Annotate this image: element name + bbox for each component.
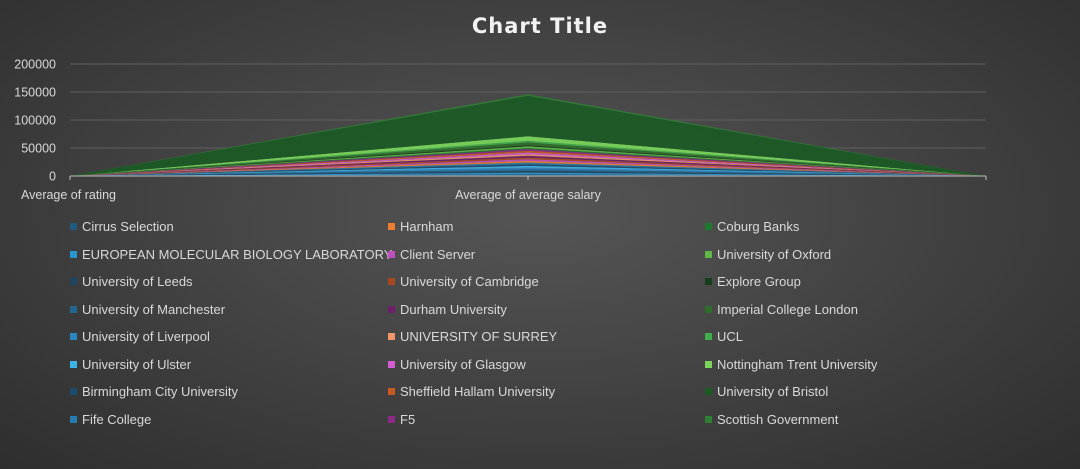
- axes: 0 50000 100000 150000 200000 Average of ratin…: [14, 58, 987, 202]
- legend-label: Imperial College London: [717, 301, 858, 317]
- legend-label: University of Ulster: [82, 356, 192, 372]
- legend-swatch: [70, 360, 77, 368]
- legend-swatch: [705, 360, 712, 368]
- chart-title: Chart Title: [471, 14, 609, 38]
- legend-item[interactable]: University of Leeds: [70, 274, 193, 289]
- legend-item[interactable]: Harnham: [388, 219, 453, 234]
- legend-label: University of Liverpool: [82, 329, 210, 344]
- legend-swatch: [388, 388, 395, 395]
- legend-item[interactable]: Cirrus Selection: [70, 219, 174, 234]
- legend-label: Fife College: [82, 411, 152, 427]
- legend-swatch: [70, 250, 77, 258]
- legend-swatch: [70, 388, 77, 395]
- legend-label: Birmingham City University: [82, 384, 239, 399]
- legend-swatch: [70, 278, 77, 285]
- series-area: [70, 169, 986, 176]
- legend-label: Durham University: [400, 301, 507, 317]
- y-tick-label: 200000: [14, 58, 56, 72]
- legend-label: Scottish Government: [717, 411, 839, 427]
- y-tick-label: 150000: [14, 86, 56, 100]
- legend-item[interactable]: University of Cambridge: [388, 274, 539, 289]
- legend-swatch: [388, 415, 395, 423]
- legend-item[interactable]: Imperial College London: [705, 302, 858, 317]
- legend-swatch: [388, 305, 395, 313]
- legend-swatch: [705, 223, 712, 230]
- legend-item[interactable]: University of Bristol: [705, 384, 828, 399]
- y-tick-label: 0: [49, 170, 56, 184]
- legend-label: Explore Group: [717, 274, 801, 289]
- legend-item[interactable]: Scottish Government: [705, 412, 838, 427]
- y-tick-label: 100000: [14, 114, 56, 128]
- legend-item[interactable]: Client Server: [388, 247, 475, 262]
- legend-swatch: [388, 250, 395, 258]
- legend-label: Client Server: [400, 246, 476, 262]
- legend-item[interactable]: UNIVERSITY OF SURREY: [388, 329, 557, 344]
- series-area: [70, 167, 986, 176]
- legend-item[interactable]: Fife College: [70, 412, 151, 427]
- legend-item[interactable]: University of Ulster: [70, 357, 191, 372]
- legend-item[interactable]: Birmingham City University: [70, 384, 238, 399]
- legend-label: Coburg Banks: [717, 219, 800, 234]
- legend-item[interactable]: EUROPEAN MOLECULAR BIOLOGY LABORATORY: [70, 247, 392, 262]
- legend-label: Nottingham Trent University: [717, 356, 878, 372]
- legend-swatch: [705, 305, 712, 313]
- legend-item[interactable]: Coburg Banks: [705, 219, 799, 234]
- legend-label: Sheffield Hallam University: [400, 384, 556, 399]
- legend-swatch: [388, 333, 395, 340]
- legend-item[interactable]: University of Manchester: [70, 302, 225, 317]
- legend-swatch: [705, 333, 712, 340]
- legend-item[interactable]: Durham University: [388, 302, 507, 317]
- legend-swatch: [70, 415, 77, 423]
- legend-label: University of Glasgow: [400, 356, 526, 372]
- legend-label: Harnham: [400, 219, 454, 234]
- legend-swatch: [70, 223, 77, 230]
- legend-label: Cirrus Selection: [82, 219, 174, 234]
- legend-swatch: [705, 388, 712, 395]
- x-tick-label: Average of average salary: [455, 188, 601, 202]
- series-areas: [70, 94, 986, 176]
- legend-swatch: [70, 305, 77, 313]
- legend-swatch: [388, 360, 395, 368]
- legend-label: University of Bristol: [717, 384, 829, 399]
- legend-item[interactable]: University of Oxford: [705, 247, 831, 262]
- legend-swatch: [705, 278, 712, 285]
- legend-item[interactable]: University of Liverpool: [70, 329, 210, 344]
- legend-swatch: [388, 278, 395, 285]
- legend-label: University of Oxford: [717, 246, 832, 262]
- legend-label: University of Manchester: [82, 301, 226, 317]
- legend-swatch: [705, 250, 712, 258]
- legend-item[interactable]: University of Glasgow: [388, 357, 526, 372]
- legend-swatch: [705, 415, 712, 423]
- legend-label: F5: [400, 411, 416, 427]
- legend-swatch: [388, 223, 395, 230]
- legend-label: University of Cambridge: [400, 274, 539, 289]
- y-tick-label: 50000: [21, 142, 56, 156]
- series-area: [70, 171, 986, 176]
- legend-swatch: [70, 333, 77, 340]
- series-area: [70, 172, 986, 176]
- legend-item[interactable]: Sheffield Hallam University: [388, 384, 555, 399]
- legend-item[interactable]: Nottingham Trent University: [705, 357, 877, 372]
- legend-label: University of Leeds: [82, 274, 193, 289]
- legend-label: UCL: [717, 329, 744, 344]
- legend-label: UNIVERSITY OF SURREY: [400, 329, 558, 344]
- legend-item[interactable]: Explore Group: [705, 274, 801, 289]
- legend-item[interactable]: UCL: [705, 329, 743, 344]
- legend-label: EUROPEAN MOLECULAR BIOLOGY LABORATORY: [82, 246, 393, 262]
- x-tick-label: Average of rating: [21, 188, 116, 202]
- legend-item[interactable]: F5: [388, 412, 415, 427]
- series-area: [70, 95, 986, 176]
